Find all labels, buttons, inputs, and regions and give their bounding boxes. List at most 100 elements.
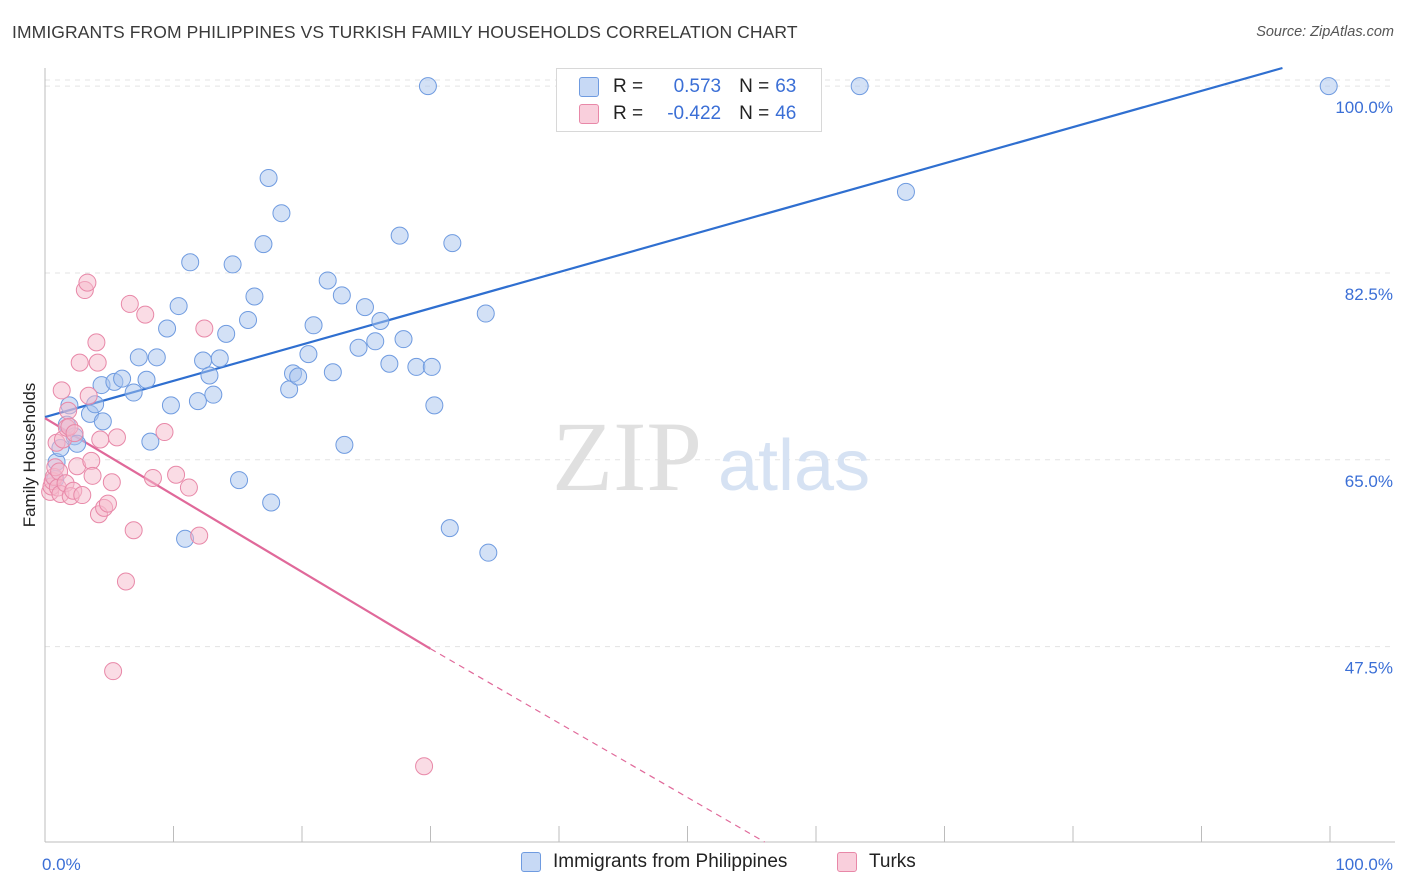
point-turks (102, 473, 121, 492)
x-tick-label-min: 0.0% (42, 855, 81, 874)
point-philippines (259, 168, 278, 187)
bottom-legend-label-philippines: Immigrants from Philippines (553, 851, 788, 872)
series-turks (41, 273, 434, 776)
y-tick-label: 65.0% (1345, 472, 1393, 491)
point-philippines (422, 357, 441, 376)
point-philippines (113, 369, 132, 388)
y-tick-label: 47.5% (1345, 659, 1393, 678)
point-turks (79, 386, 98, 405)
point-philippines (124, 383, 143, 402)
y-tick-label: 82.5% (1345, 285, 1393, 304)
point-turks (120, 294, 139, 313)
legend-row-turks: R = -0.422 N = 46 (579, 102, 796, 126)
point-turks (143, 468, 162, 487)
point-philippines (394, 330, 413, 349)
y-tick-label: 100.0% (1335, 98, 1393, 117)
watermark-atlas: atlas (718, 426, 870, 506)
legend-swatch-turks (579, 104, 599, 124)
point-turks (91, 430, 110, 449)
point-philippines (332, 286, 351, 305)
x-tick-label-max: 100.0% (1335, 855, 1393, 874)
point-turks (167, 465, 186, 484)
point-philippines (318, 271, 337, 290)
point-philippines (188, 392, 207, 411)
point-philippines (440, 519, 459, 538)
point-philippines (380, 354, 399, 373)
point-turks (124, 521, 143, 540)
point-philippines (425, 396, 444, 415)
legend-swatch-philippines (579, 77, 599, 97)
point-philippines (323, 363, 342, 382)
bottom-legend-label-turks: Turks (869, 851, 916, 872)
bottom-legend-philippines: Immigrants from Philippines (521, 851, 787, 873)
legend-r-label: R = (613, 76, 644, 97)
legend-row-philippines: R = 0.573 N = 63 (579, 75, 796, 99)
point-philippines (390, 226, 409, 245)
point-philippines (335, 435, 354, 454)
point-turks (83, 466, 102, 485)
trend-line-philippines (44, 66, 1283, 419)
legend-n-label: N = (739, 76, 770, 97)
point-philippines (896, 182, 915, 201)
legend-r-label: R = (613, 103, 644, 124)
point-philippines (355, 298, 374, 317)
point-philippines (289, 367, 308, 386)
point-philippines (476, 304, 495, 323)
point-philippines (418, 77, 437, 96)
point-philippines (371, 312, 390, 331)
point-philippines (181, 253, 200, 272)
point-turks (179, 478, 198, 497)
trend-line-turks (44, 417, 432, 650)
legend-n-label: N = (739, 103, 770, 124)
point-philippines (366, 332, 385, 351)
legend-r-value: 0.573 (673, 76, 722, 97)
point-turks (104, 662, 123, 681)
point-turks (59, 401, 78, 420)
point-turks (98, 494, 117, 513)
point-philippines (194, 351, 213, 370)
point-turks (136, 305, 155, 324)
point-philippines (210, 349, 229, 368)
point-turks (70, 353, 89, 372)
point-philippines (230, 471, 249, 490)
axes (44, 68, 1395, 843)
point-turks (190, 526, 209, 545)
point-turks (82, 451, 101, 470)
point-philippines (1319, 77, 1338, 96)
point-philippines (479, 543, 498, 562)
point-philippines (141, 432, 160, 451)
point-philippines (407, 357, 426, 376)
point-philippines (850, 77, 869, 96)
point-philippines (304, 316, 323, 335)
point-turks (52, 381, 71, 400)
legend-n-value: 63 (775, 76, 797, 97)
point-turks (73, 486, 92, 505)
point-philippines (137, 370, 156, 389)
point-turks (116, 572, 135, 591)
point-philippines (147, 348, 166, 367)
tick-labels: 47.5% 65.0% 82.5% 100.0% 0.0% 100.0% (42, 98, 1393, 874)
point-philippines (169, 297, 188, 316)
legend-r-value: -0.422 (667, 103, 722, 124)
point-turks (87, 333, 106, 352)
legend-n-value: 46 (775, 103, 797, 124)
point-philippines (239, 310, 258, 329)
point-philippines (262, 493, 281, 512)
point-turks (78, 273, 97, 292)
bottom-legend-swatch-turks (837, 852, 857, 872)
point-philippines (129, 348, 148, 367)
point-philippines (93, 412, 112, 431)
point-philippines (200, 366, 219, 385)
watermark-zip: ZIP (552, 401, 702, 512)
point-philippines (272, 204, 291, 223)
bottom-legend-turks: Turks (837, 851, 916, 873)
point-philippines (217, 324, 236, 343)
trend-lines (44, 66, 1283, 843)
stats-legend: R = 0.573 N = 63 R = -0.422 N = 46 (556, 68, 822, 132)
gridlines (45, 79, 1395, 648)
point-philippines (254, 235, 273, 254)
trend-line-extension-turks (430, 648, 765, 843)
point-philippines (161, 396, 180, 415)
point-turks (65, 424, 84, 443)
